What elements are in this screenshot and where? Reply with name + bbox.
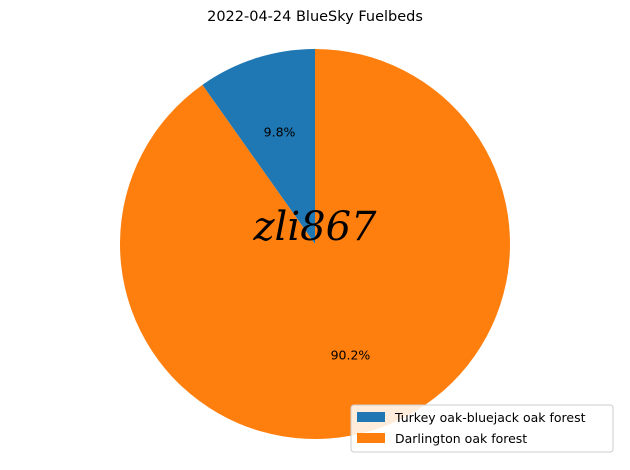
legend-swatch [357,433,385,443]
legend-entry-label: Turkey oak-bluejack oak forest [394,410,586,425]
pie-slice [120,49,511,439]
pie-slices [120,49,511,439]
watermark-signature: zli867 [252,204,377,250]
pie-slice-percentage-label: 9.8% [264,125,296,140]
legend-swatch [357,412,385,422]
legend-frame [350,404,614,453]
pie-slice-percentage-label: 90.2% [331,347,371,362]
legend: Turkey oak-bluejack oak forest Darlington… [350,404,614,453]
pie-percentage-labels: 9.8% 90.2% [264,125,371,363]
chart-title: 2022-04-24 BlueSky Fuelbeds [207,9,423,25]
pie-slice [202,49,315,244]
legend-entry-label: Darlington oak forest [395,431,527,446]
